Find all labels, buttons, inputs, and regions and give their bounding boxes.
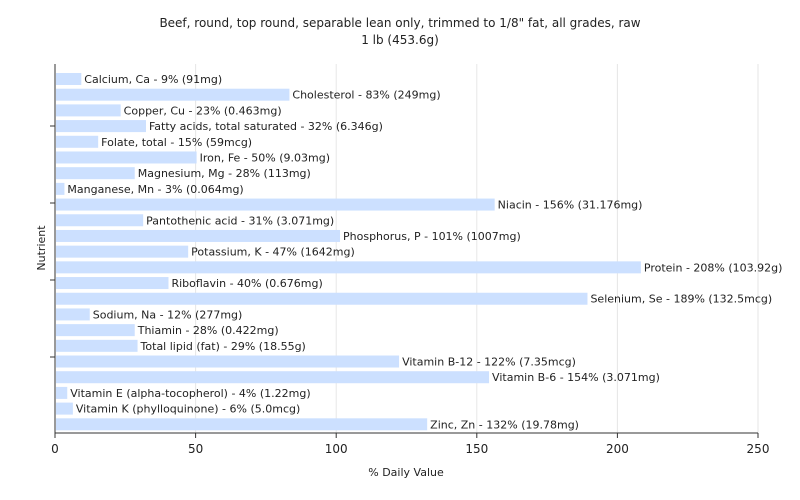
bar-label: Selenium, Se - 189% (132.5mcg) — [590, 293, 772, 306]
bar — [56, 402, 73, 415]
x-tick-label: 250 — [747, 442, 770, 456]
y-axis-title: Nutrient — [35, 225, 48, 271]
bar — [56, 371, 490, 384]
bar — [56, 355, 400, 368]
bar-label: Copper, Cu - 23% (0.463mg) — [124, 104, 282, 117]
bar — [56, 73, 82, 85]
bar — [56, 277, 169, 290]
chart-subtitle: 1 lb (453.6g) — [361, 33, 439, 47]
bar — [56, 198, 495, 211]
x-axis-title: % Daily Value — [368, 466, 444, 479]
bar — [56, 418, 428, 431]
bar-label: Vitamin E (alpha-tocopherol) - 4% (1.22m… — [70, 387, 310, 400]
bar-label: Iron, Fe - 50% (9.03mg) — [200, 151, 330, 164]
bar — [56, 386, 68, 399]
bar-label: Magnesium, Mg - 28% (113mg) — [138, 167, 311, 180]
bar-label: Pantothenic acid - 31% (3.071mg) — [146, 214, 334, 227]
bar-label: Vitamin B-12 - 122% (7.35mcg) — [402, 356, 576, 369]
bar — [56, 182, 65, 195]
axes: 0 50 100 150 200 250 — [50, 64, 769, 456]
bar — [56, 245, 189, 258]
bar-label: Calcium, Ca - 9% (91mg) — [84, 73, 222, 86]
bar — [56, 167, 135, 180]
bar — [56, 135, 99, 148]
bar-label: Protein - 208% (103.92g) — [644, 261, 783, 274]
bar-label: Fatty acids, total saturated - 32% (6.34… — [149, 120, 383, 133]
bar — [56, 151, 197, 164]
bar-label: Sodium, Na - 12% (277mg) — [93, 308, 243, 321]
bar-label: Riboflavin - 40% (0.676mg) — [171, 277, 322, 290]
bar-label: Thiamin - 28% (0.422mg) — [137, 324, 279, 337]
bar-label: Potassium, K - 47% (1642mg) — [191, 246, 355, 259]
bar-label: Manganese, Mn - 3% (0.064mg) — [67, 183, 243, 196]
bar-label: Zinc, Zn - 132% (19.78mg) — [430, 418, 579, 431]
bar-label: Phosphorus, P - 101% (1007mg) — [343, 230, 521, 243]
bar — [56, 261, 641, 274]
bar — [56, 292, 588, 305]
bar-label: Niacin - 156% (31.176mg) — [498, 199, 643, 212]
x-tick-label: 0 — [51, 442, 59, 456]
bar — [56, 229, 341, 242]
bar-label: Total lipid (fat) - 29% (18.55g) — [140, 340, 306, 353]
bar-label: Vitamin K (phylloquinone) - 6% (5.0mcg) — [76, 403, 300, 416]
x-tick-label: 100 — [325, 442, 348, 456]
bar-label: Vitamin B-6 - 154% (3.071mg) — [492, 371, 660, 384]
bar — [56, 104, 121, 117]
x-tick-label: 200 — [606, 442, 629, 456]
bar-label: Folate, total - 15% (59mcg) — [101, 136, 252, 149]
bar-label: Cholesterol - 83% (249mg) — [292, 89, 440, 102]
x-tick-label: 150 — [465, 442, 488, 456]
x-tick-label: 50 — [188, 442, 203, 456]
bar — [56, 339, 138, 352]
bar — [56, 308, 90, 321]
bars: Calcium, Ca - 9% (91mg) Cholesterol - 83%… — [56, 73, 782, 431]
chart-title: Beef, round, top round, separable lean o… — [159, 16, 640, 30]
bar — [56, 88, 290, 101]
bar — [56, 214, 144, 227]
bar — [56, 120, 146, 133]
bar — [56, 324, 135, 337]
